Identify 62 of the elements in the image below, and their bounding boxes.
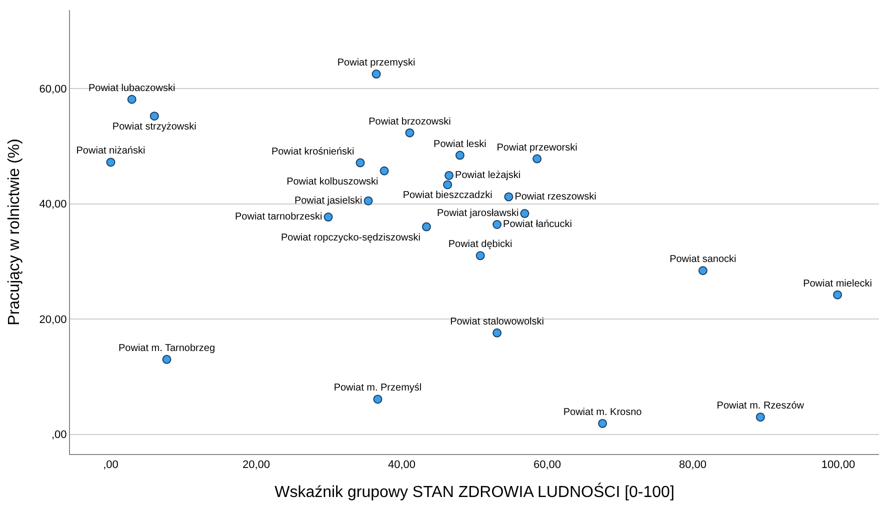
data-label: Powiat krośnieński <box>271 146 354 158</box>
point <box>698 266 708 276</box>
data-label: Powiat leżajski <box>455 170 521 181</box>
data-label: Powiat rzeszowski <box>514 191 596 202</box>
point <box>504 192 514 202</box>
point <box>106 158 116 167</box>
data-label: Powiat tarnobrzeski <box>235 212 322 223</box>
y-tick-label: 60,00 <box>39 83 67 96</box>
y-tick-label: 20,00 <box>39 314 67 326</box>
point <box>492 220 502 229</box>
point <box>162 354 172 364</box>
point <box>324 212 333 222</box>
data-label: Powiat jasielski <box>294 195 362 206</box>
x-axis-title: Wskaźnik grupowy STAN ZDROWIA LUDNOŚCI [0-100] <box>274 482 674 501</box>
point <box>127 94 136 104</box>
data-label: Powiat mielecki <box>803 278 872 290</box>
point <box>443 180 452 190</box>
data-label: Powiat kolbuszowski <box>286 176 378 188</box>
data-label: Powiat bieszczadzki <box>402 190 492 202</box>
point <box>380 166 389 176</box>
point <box>520 209 530 218</box>
point <box>756 412 765 422</box>
x-tick-label: 20,00 <box>242 459 270 472</box>
data-label: Powiat brzozowski <box>368 116 451 128</box>
data-label: Powiat przeworski <box>496 142 578 154</box>
data-label: Powiat jarosławski <box>436 208 519 220</box>
data-label: Powiat sanocki <box>670 254 736 266</box>
data-label: Powiat dębicki <box>448 239 512 250</box>
point <box>373 394 382 404</box>
data-label: Powiat stalowowolski <box>450 316 544 328</box>
y-tick-label: ,00 <box>52 429 67 442</box>
point <box>405 128 414 138</box>
data-label: Powiat m. Przemyśl <box>334 382 422 394</box>
x-tick-label: 60,00 <box>533 459 562 472</box>
x-tick-label: 100,00 <box>821 459 856 472</box>
data-label: Powiat lubaczowski <box>88 82 176 94</box>
point <box>356 158 365 168</box>
data-label: Powiat przemyski <box>337 58 416 69</box>
x-tick-label: 80,00 <box>678 459 707 472</box>
point <box>833 290 842 300</box>
data-label: Powiat leski <box>434 138 486 150</box>
point <box>364 196 373 206</box>
data-label: Powiat ropczycko-sędziszowski <box>280 232 420 244</box>
point <box>455 150 464 160</box>
data-label: Powiat m. Rzeszów <box>716 400 805 412</box>
x-tick-label: 40,00 <box>388 459 416 472</box>
data-label: Powiat niżański <box>76 146 146 157</box>
point <box>372 70 381 79</box>
data-label: Powiat m. Tarnobrzeg <box>118 342 216 354</box>
point <box>444 170 454 180</box>
point <box>422 222 431 232</box>
x-tick-label: ,00 <box>103 459 118 472</box>
point <box>492 328 502 338</box>
point <box>532 154 542 164</box>
point <box>150 112 159 121</box>
point <box>476 251 485 260</box>
y-tick-label: 40,00 <box>39 198 67 211</box>
data-label: Powiat m. Krosno <box>563 406 642 418</box>
point <box>598 418 608 428</box>
y-axis-title: Pracujący w rolnictwie (%) <box>6 138 24 326</box>
data-label: Powiat łańcucki <box>503 219 572 230</box>
data-label: Powiat strzyżowski <box>112 122 196 133</box>
